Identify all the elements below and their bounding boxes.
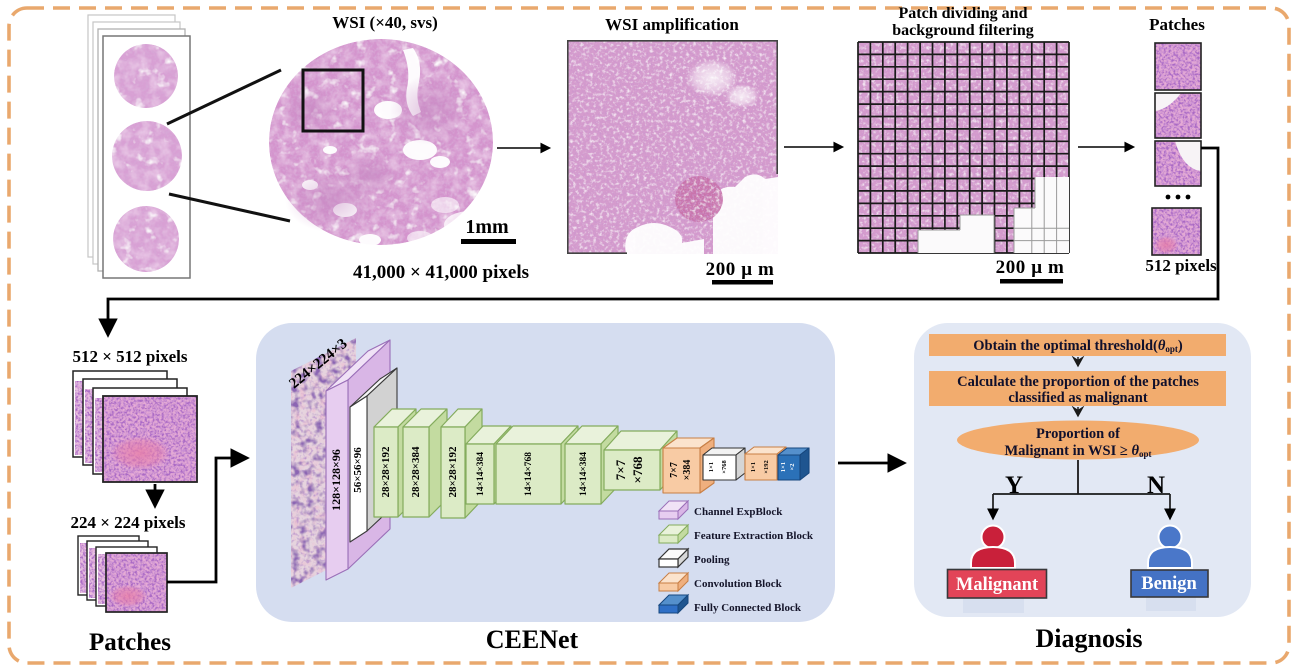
svg-text:×384: ×384 bbox=[682, 460, 693, 481]
svg-text:512 pixels: 512 pixels bbox=[1145, 256, 1217, 275]
svg-text:41,000 × 41,000 pixels: 41,000 × 41,000 pixels bbox=[353, 262, 529, 283]
svg-text:Calculate the proportion of th: Calculate the proportion of the patches bbox=[957, 374, 1199, 390]
svg-text:14×14×768: 14×14×768 bbox=[524, 452, 534, 496]
svg-text:14×14×384: 14×14×384 bbox=[579, 452, 589, 496]
svg-text:Patches: Patches bbox=[1149, 15, 1205, 34]
svg-text:Diagnosis: Diagnosis bbox=[1036, 624, 1143, 653]
svg-text:200 μ m: 200 μ m bbox=[706, 259, 775, 280]
svg-text:56×56×96: 56×56×96 bbox=[352, 447, 364, 493]
svg-text:224 × 224 pixels: 224 × 224 pixels bbox=[71, 513, 186, 532]
svg-text:200 μ m: 200 μ m bbox=[996, 257, 1065, 278]
svg-text:×768: ×768 bbox=[721, 460, 728, 474]
svg-text:×768: ×768 bbox=[630, 456, 645, 483]
svg-text:WSI amplification: WSI amplification bbox=[605, 15, 739, 34]
svg-text:classified as malignant: classified as malignant bbox=[1008, 390, 1148, 406]
svg-text:×192: ×192 bbox=[763, 460, 770, 473]
svg-text:Channel ExpBlock: Channel ExpBlock bbox=[694, 506, 783, 518]
svg-text:N: N bbox=[1147, 472, 1165, 499]
svg-text:CEENet: CEENet bbox=[486, 625, 579, 654]
svg-text:Patches: Patches bbox=[89, 629, 171, 656]
svg-text:×2: ×2 bbox=[789, 464, 796, 471]
svg-text:128×128×96: 128×128×96 bbox=[329, 449, 343, 511]
svg-text:Proportion of: Proportion of bbox=[1036, 426, 1120, 442]
svg-text:28×28×192: 28×28×192 bbox=[380, 446, 392, 498]
svg-text:Malignant in WSI ≥ θopt: Malignant in WSI ≥ θopt bbox=[1005, 443, 1152, 459]
svg-text:Y: Y bbox=[1005, 472, 1023, 499]
svg-text:Obtain the optimal threshold(θ: Obtain the optimal threshold(θopt) bbox=[973, 338, 1183, 354]
svg-text:1mm: 1mm bbox=[465, 216, 509, 238]
svg-text:Pooling: Pooling bbox=[694, 554, 730, 566]
svg-text:1×1: 1×1 bbox=[708, 462, 715, 472]
svg-text:1×1: 1×1 bbox=[780, 462, 787, 472]
svg-text:Malignant: Malignant bbox=[956, 575, 1039, 595]
svg-text:7×7: 7×7 bbox=[669, 462, 680, 478]
svg-text:Benign: Benign bbox=[1141, 574, 1197, 594]
svg-text:512 × 512 pixels: 512 × 512 pixels bbox=[73, 347, 188, 366]
svg-text:Convolution Block: Convolution Block bbox=[694, 578, 783, 590]
svg-text:7×7: 7×7 bbox=[613, 459, 628, 480]
svg-text:28×28×192: 28×28×192 bbox=[447, 446, 459, 498]
svg-text:WSI (×40, svs): WSI (×40, svs) bbox=[332, 13, 438, 32]
svg-text:Feature Extraction Block: Feature Extraction Block bbox=[694, 530, 814, 542]
svg-text:Fully Connected Block: Fully Connected Block bbox=[694, 602, 802, 614]
svg-text:background filtering: background filtering bbox=[892, 22, 1034, 39]
svg-text:Patch dividing and: Patch dividing and bbox=[899, 5, 1028, 22]
svg-text:14×14×384: 14×14×384 bbox=[476, 452, 486, 496]
svg-text:28×28×384: 28×28×384 bbox=[410, 446, 422, 498]
svg-text:1×1: 1×1 bbox=[750, 462, 757, 472]
